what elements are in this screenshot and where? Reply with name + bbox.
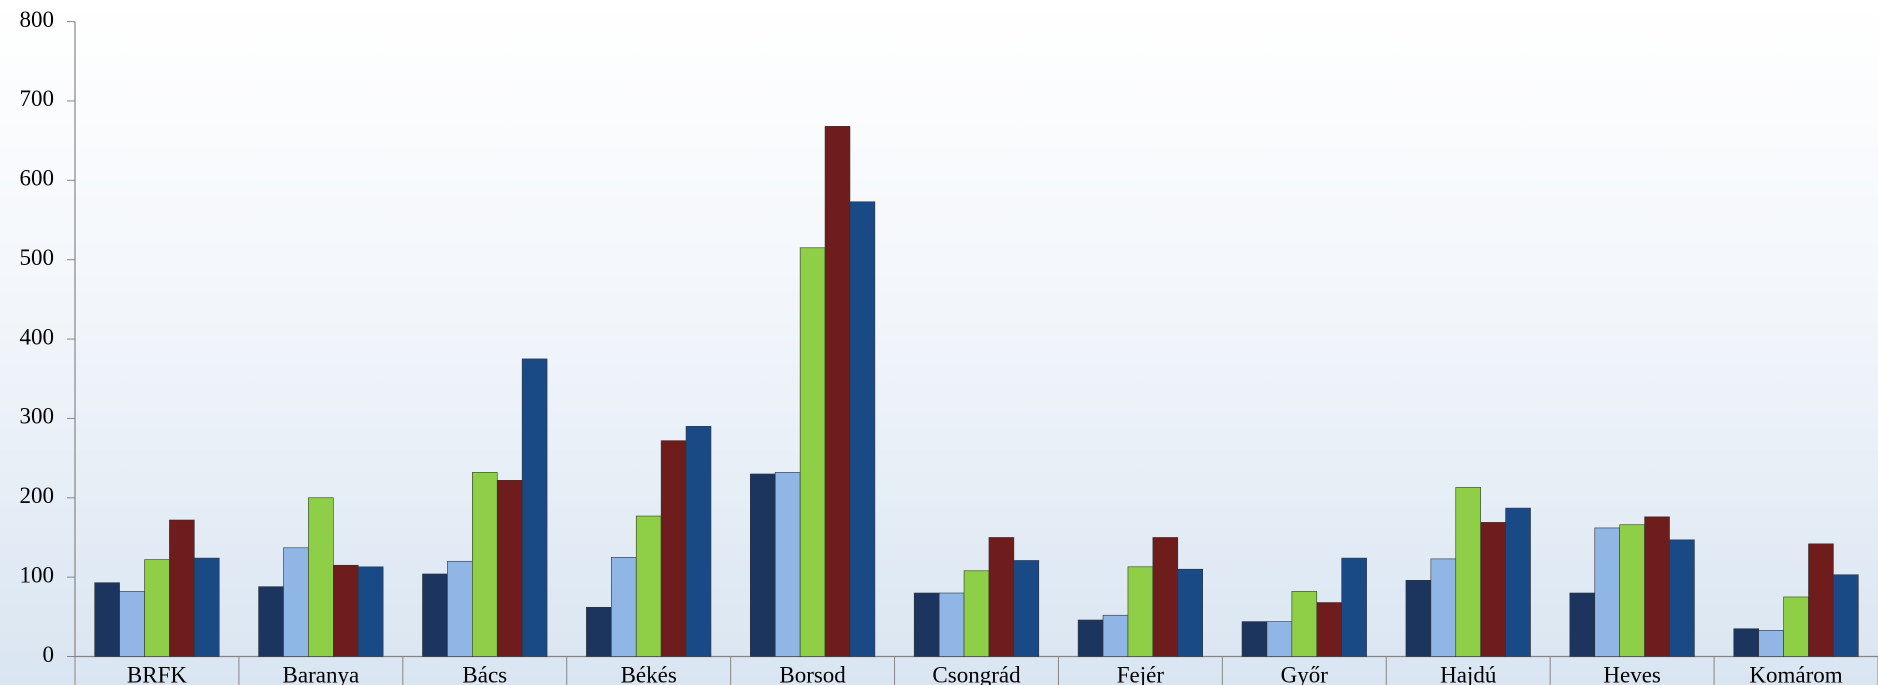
bar <box>799 247 826 657</box>
bar <box>169 519 195 657</box>
bar <box>1480 522 1506 657</box>
bar <box>333 564 359 657</box>
y-tick-label: 600 <box>20 166 55 191</box>
bar <box>258 586 284 657</box>
bar <box>194 557 220 657</box>
bar <box>635 515 662 657</box>
bar <box>1833 574 1859 657</box>
x-tick-label: Bács <box>462 662 507 685</box>
bar <box>308 497 334 657</box>
bar <box>357 566 384 657</box>
bar <box>988 537 1015 657</box>
bar <box>496 480 523 657</box>
x-tick-label: Hajdú <box>1440 662 1497 685</box>
bar <box>1430 558 1457 657</box>
bar <box>611 556 637 657</box>
bar <box>1644 516 1670 657</box>
x-tick-label: Fejér <box>1117 662 1165 685</box>
bar <box>1669 539 1695 657</box>
bar <box>119 591 145 657</box>
bar <box>1127 566 1154 657</box>
x-tick-label: Baranya <box>283 662 360 685</box>
bar <box>1341 557 1367 657</box>
bar <box>1077 619 1104 657</box>
x-tick-label: Békés <box>621 662 677 685</box>
bar <box>1405 580 1432 657</box>
bar <box>1505 507 1531 657</box>
bar <box>283 547 309 657</box>
bar <box>1102 614 1129 657</box>
bar <box>521 358 548 657</box>
bar <box>1569 592 1596 657</box>
bar <box>1455 487 1481 657</box>
y-tick-label: 0 <box>43 642 55 667</box>
bar <box>1177 568 1203 657</box>
bar <box>472 472 498 657</box>
plot: 0 100 200 300 400 500 600 700 800 BRFK Baranya Bács… <box>20 7 1878 685</box>
bar <box>1266 621 1293 657</box>
bar <box>586 606 612 657</box>
y-tick-label: 200 <box>20 483 55 508</box>
bar <box>1316 602 1342 657</box>
bar <box>1758 630 1784 657</box>
bar <box>1783 596 1809 657</box>
bar <box>1291 591 1318 657</box>
bar <box>938 592 965 657</box>
bar <box>1152 537 1179 657</box>
bar <box>685 426 712 657</box>
bar <box>1808 543 1834 657</box>
bar <box>144 559 170 657</box>
y-tick-label: 800 <box>20 7 55 32</box>
bar <box>422 573 448 657</box>
bar <box>849 201 876 657</box>
bar <box>94 582 120 657</box>
bar <box>774 472 801 657</box>
bar <box>913 592 940 657</box>
y-tick-label: 700 <box>20 86 55 111</box>
x-tick-label: Győr <box>1281 662 1329 685</box>
bar <box>660 440 687 657</box>
x-tick-label: Borsod <box>779 662 846 685</box>
x-tick-label: Komárom <box>1749 662 1842 685</box>
y-tick-label: 100 <box>20 562 55 587</box>
bar <box>1241 621 1268 657</box>
bar <box>1733 628 1759 657</box>
x-tick-label: Heves <box>1603 662 1661 685</box>
bar <box>447 560 473 657</box>
bar <box>824 126 851 657</box>
y-tick-label: 400 <box>20 324 55 349</box>
bar <box>1013 560 1040 657</box>
x-tick-label: Csongrád <box>932 662 1021 685</box>
bar <box>750 473 776 657</box>
x-tick-label: BRFK <box>127 662 187 685</box>
bar <box>1619 524 1645 657</box>
bar <box>963 570 990 657</box>
bar <box>1594 527 1620 657</box>
y-tick-label: 300 <box>20 404 55 429</box>
y-tick-label: 500 <box>20 245 55 270</box>
